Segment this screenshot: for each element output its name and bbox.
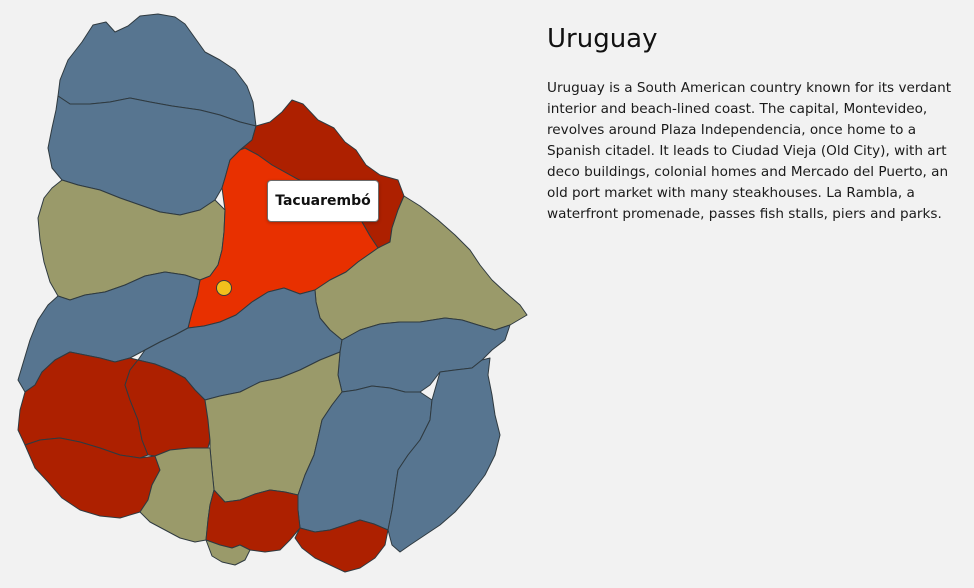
department-montevideo[interactable]: [205, 539, 251, 566]
department-rocha[interactable]: [387, 357, 501, 553]
map-svg: [17, 13, 528, 573]
department-maldonado[interactable]: [294, 519, 389, 573]
department-tooltip: Tacuarembó: [267, 180, 379, 222]
location-marker-icon[interactable]: [216, 280, 232, 296]
department-canelones[interactable]: [205, 489, 301, 553]
info-panel: Uruguay Uruguay is a South American coun…: [547, 22, 962, 225]
department-rio-negro[interactable]: [17, 271, 201, 393]
tooltip-label: Tacuarembó: [275, 193, 371, 209]
country-title: Uruguay: [547, 24, 658, 54]
country-description: Uruguay is a South American country know…: [547, 80, 952, 222]
department-soriano[interactable]: [17, 351, 149, 459]
uruguay-map: Tacuarembó: [17, 13, 528, 573]
